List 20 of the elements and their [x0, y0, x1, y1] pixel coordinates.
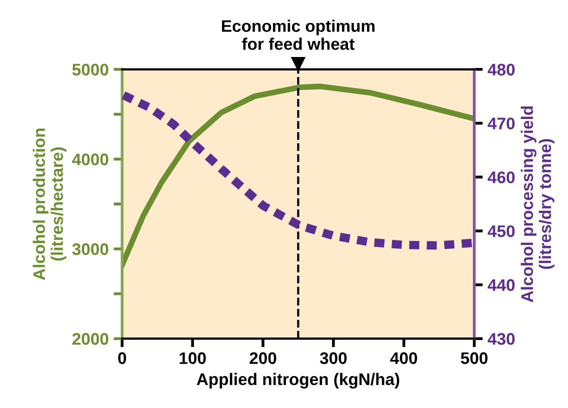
y2-tick-label: 480 [488, 64, 515, 76]
y2-axis-title: Alcohol processing yield (litres/dry tonne) [520, 106, 554, 302]
y2-tick-label: 470 [488, 118, 515, 130]
y2-tick-label: 450 [488, 225, 515, 238]
y-tick-label: 3000 [72, 243, 108, 256]
x-tick-label: 0 [118, 352, 126, 364]
x-tick-label: 300 [320, 352, 347, 364]
y-tick-label: 2000 [72, 333, 108, 345]
x-axis-title: Applied nitrogen (kgN/ha) [196, 372, 400, 389]
y2-tick-label: 430 [488, 333, 515, 345]
x-tick-label: 500 [460, 352, 488, 364]
y2-tick-label: 460 [488, 171, 515, 184]
y-tick-label: 5000 [72, 64, 108, 76]
x-tick-label: 400 [390, 352, 418, 364]
ref-line-label: Economic optimum for feed wheat [222, 20, 374, 50]
y2-tick-label: 440 [488, 279, 515, 291]
x-tick-label: 100 [180, 352, 206, 364]
y-tick-label: 4000 [72, 154, 108, 166]
x-tick-label: 200 [250, 352, 276, 364]
y-axis-title: Alcohol production (litres/hectare) [32, 128, 66, 280]
